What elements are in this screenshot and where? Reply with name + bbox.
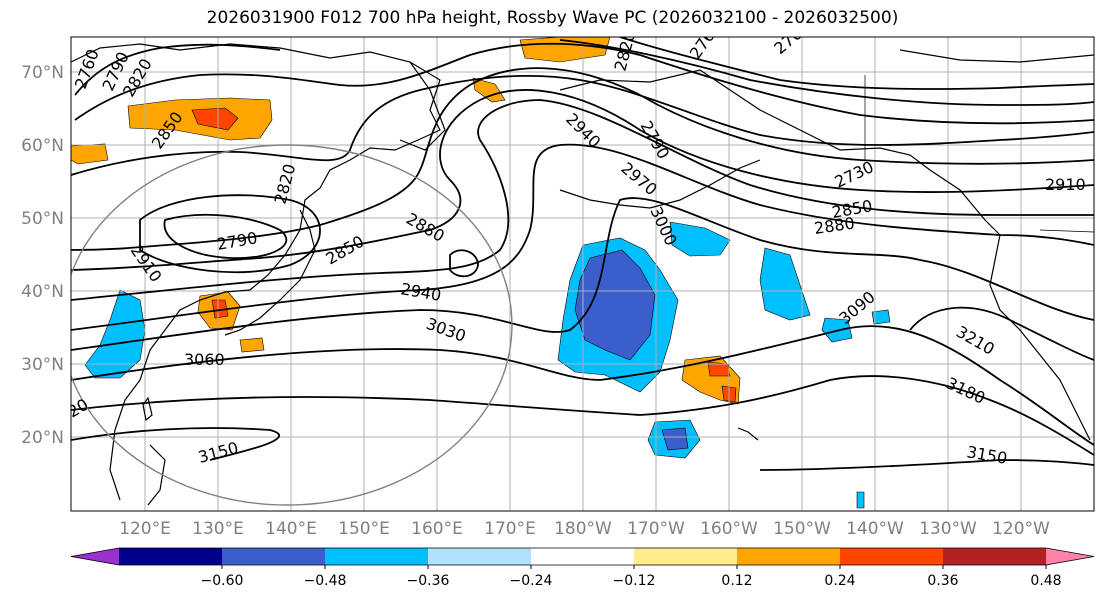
asia-coastline xyxy=(71,43,441,501)
colorbar-outline xyxy=(70,547,1095,566)
lon-label: 160°W xyxy=(700,519,758,539)
negative-anomaly-region xyxy=(84,289,146,379)
height-contours xyxy=(71,37,1094,471)
colorbar-swatch xyxy=(428,548,532,565)
map-title: 2026031900 F012 700 hPa height, Rossby W… xyxy=(206,8,899,28)
contour-line xyxy=(449,249,479,278)
lon-label: 120°W xyxy=(992,519,1050,539)
lon-label: 120°E xyxy=(119,519,171,539)
colorbar-tick-label: −0.24 xyxy=(510,573,553,589)
negative-anomaly-region xyxy=(669,221,731,257)
contour-line xyxy=(71,99,1094,301)
negative-anomaly-core xyxy=(574,249,656,361)
positive-anomaly-region xyxy=(71,143,109,165)
negative-anomaly-core xyxy=(661,427,689,451)
lon-label: 130°E xyxy=(192,519,244,539)
contour-line xyxy=(71,74,1094,176)
lon-label: 150°E xyxy=(338,519,390,539)
colorbar: −0.60 −0.48 −0.36 −0.24 −0.12 0.12 0.24 0.36 0.4… xyxy=(70,547,1095,589)
region-circle xyxy=(71,144,513,506)
lon-label: 130°W xyxy=(919,519,977,539)
positive-anomaly-core xyxy=(707,361,731,377)
negative-anomaly-region xyxy=(759,247,811,321)
colorbar-tick-label: 0.36 xyxy=(927,573,958,589)
longitude-labels: 120°E 130°E 140°E 150°E 160°E 170°E 180°… xyxy=(119,519,1050,539)
colorbar-tick-label: −0.48 xyxy=(304,573,347,589)
contour-line xyxy=(71,197,1094,351)
lon-label: 180°W xyxy=(554,519,612,539)
lon-label: 150°W xyxy=(773,519,831,539)
colorbar-swatch xyxy=(840,548,944,565)
japan-coastline xyxy=(224,209,316,336)
contour-line xyxy=(71,67,1094,251)
colorbar-swatch xyxy=(634,548,738,565)
lat-label: 60°N xyxy=(21,136,64,156)
colorbar-extension-low xyxy=(71,548,119,565)
contour-line xyxy=(71,375,1094,456)
colorbar-swatch xyxy=(119,548,223,565)
contour-line xyxy=(71,325,1094,446)
colorbar-tick-label: 0.12 xyxy=(721,573,752,589)
arctic-coastline xyxy=(899,49,1094,63)
colorbar-swatch xyxy=(737,548,841,565)
colorbar-tick-label: 0.48 xyxy=(1030,573,1061,589)
contour-line xyxy=(71,143,1094,331)
hawaii-islands xyxy=(737,427,759,441)
colorbar-swatch xyxy=(325,548,429,565)
contour-line xyxy=(74,42,1094,125)
lon-label: 140°E xyxy=(265,519,317,539)
lon-label: 170°E xyxy=(484,519,536,539)
colorbar-tick-label: −0.36 xyxy=(407,573,450,589)
lon-label: 170°W xyxy=(627,519,685,539)
positive-anomaly-core xyxy=(211,299,229,319)
contour-label: 2910 xyxy=(1045,175,1086,194)
contour-line xyxy=(71,427,1094,471)
lon-label: 140°W xyxy=(846,519,904,539)
lat-label: 70°N xyxy=(21,63,64,83)
latitude-labels: 70°N 60°N 50°N 40°N 30°N 20°N xyxy=(21,63,64,448)
kamchatka-coastline xyxy=(399,61,446,151)
contour-line xyxy=(909,306,1094,361)
north-america-coastline xyxy=(989,234,1091,441)
colorbar-extension-high xyxy=(1046,548,1094,565)
negative-anomaly-region xyxy=(856,491,865,509)
colorbar-tick-label: 0.24 xyxy=(824,573,855,589)
lat-label: 40°N xyxy=(21,282,64,302)
alaska-coastline xyxy=(559,69,1001,236)
colorbar-swatch xyxy=(222,548,326,565)
colorbar-swatch xyxy=(943,548,1047,565)
contour-line xyxy=(139,194,321,274)
positive-anomaly-core xyxy=(191,107,239,131)
canada-border xyxy=(864,75,1094,233)
lat-label: 50°N xyxy=(21,209,64,229)
positive-anomaly-region xyxy=(239,337,265,353)
negative-anomaly-region xyxy=(871,309,891,325)
contour-label: 3060 xyxy=(184,350,225,369)
contour-line xyxy=(71,89,1094,271)
colorbar-tick-label: −0.60 xyxy=(201,573,244,589)
positive-anomaly-region xyxy=(472,77,506,103)
contour-line xyxy=(163,213,288,260)
map-border xyxy=(70,36,1095,512)
lat-label: 30°N xyxy=(21,355,64,375)
contour-line xyxy=(619,37,1094,90)
lon-label: 160°E xyxy=(411,519,463,539)
coastlines xyxy=(71,43,1094,506)
colorbar-swatch xyxy=(531,548,635,565)
contour-line xyxy=(74,39,1094,106)
colorbar-tick-label: −0.12 xyxy=(613,573,656,589)
lat-label: 20°N xyxy=(21,428,64,448)
